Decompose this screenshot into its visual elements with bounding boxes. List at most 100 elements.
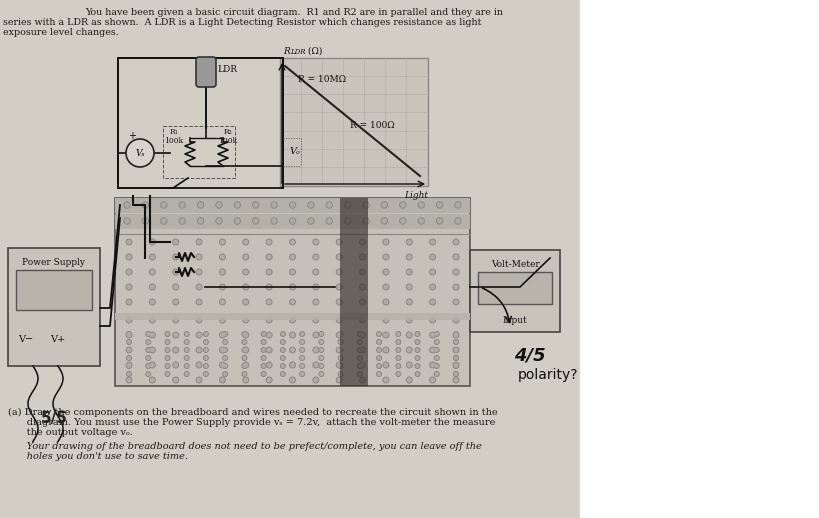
- Circle shape: [419, 219, 423, 223]
- Circle shape: [384, 348, 387, 352]
- Circle shape: [360, 332, 365, 338]
- Circle shape: [397, 365, 400, 367]
- Circle shape: [174, 240, 178, 244]
- Circle shape: [383, 317, 389, 323]
- Circle shape: [453, 284, 459, 290]
- Circle shape: [197, 378, 201, 382]
- Circle shape: [383, 254, 389, 260]
- Circle shape: [337, 317, 342, 323]
- Circle shape: [314, 318, 318, 322]
- Circle shape: [430, 239, 436, 245]
- Circle shape: [243, 362, 249, 368]
- Circle shape: [220, 270, 224, 274]
- Circle shape: [300, 332, 305, 336]
- Circle shape: [266, 377, 272, 383]
- Text: 5/5: 5/5: [41, 410, 67, 425]
- Circle shape: [455, 378, 458, 382]
- Text: R₁: R₁: [170, 128, 179, 136]
- Circle shape: [205, 365, 207, 367]
- Circle shape: [314, 363, 318, 367]
- Circle shape: [434, 356, 439, 361]
- Circle shape: [291, 318, 294, 322]
- Circle shape: [359, 333, 361, 335]
- Circle shape: [197, 240, 201, 244]
- Circle shape: [242, 348, 247, 352]
- Circle shape: [125, 219, 129, 223]
- Circle shape: [180, 203, 184, 207]
- Circle shape: [408, 240, 411, 244]
- Circle shape: [126, 362, 132, 368]
- Circle shape: [430, 269, 436, 275]
- Circle shape: [219, 377, 225, 383]
- Circle shape: [128, 372, 130, 376]
- Circle shape: [146, 364, 151, 368]
- Circle shape: [455, 218, 461, 224]
- Circle shape: [243, 333, 246, 335]
- Circle shape: [254, 203, 258, 207]
- Circle shape: [174, 285, 178, 289]
- Circle shape: [223, 364, 228, 368]
- Circle shape: [408, 300, 411, 304]
- Circle shape: [361, 333, 364, 337]
- Circle shape: [166, 357, 169, 359]
- Circle shape: [128, 357, 130, 359]
- Circle shape: [314, 285, 318, 289]
- Circle shape: [216, 202, 222, 208]
- Circle shape: [339, 372, 342, 376]
- Circle shape: [282, 341, 284, 343]
- Circle shape: [147, 349, 150, 351]
- Circle shape: [313, 284, 319, 290]
- Circle shape: [127, 340, 131, 344]
- Circle shape: [430, 284, 436, 290]
- Circle shape: [266, 332, 272, 338]
- Circle shape: [383, 377, 389, 383]
- Circle shape: [337, 239, 342, 245]
- Circle shape: [339, 349, 342, 351]
- Circle shape: [406, 284, 412, 290]
- Circle shape: [430, 362, 436, 368]
- Bar: [115, 198, 470, 386]
- Circle shape: [416, 372, 419, 376]
- Circle shape: [223, 372, 228, 376]
- Circle shape: [416, 333, 419, 335]
- Circle shape: [244, 300, 247, 304]
- Circle shape: [378, 349, 380, 351]
- Circle shape: [337, 333, 341, 337]
- Circle shape: [173, 347, 179, 353]
- Circle shape: [150, 317, 155, 323]
- Circle shape: [453, 317, 459, 323]
- Circle shape: [360, 347, 365, 353]
- Circle shape: [301, 333, 303, 335]
- Circle shape: [408, 378, 411, 382]
- Circle shape: [454, 364, 459, 368]
- Circle shape: [224, 333, 227, 335]
- Circle shape: [430, 299, 436, 305]
- Circle shape: [180, 219, 184, 223]
- Circle shape: [384, 378, 387, 382]
- Circle shape: [282, 333, 284, 335]
- Bar: [470, 250, 560, 332]
- Circle shape: [267, 318, 271, 322]
- Circle shape: [408, 285, 411, 289]
- Circle shape: [339, 341, 342, 343]
- Circle shape: [377, 372, 382, 376]
- Text: holes you don't use to save time.: holes you don't use to save time.: [8, 452, 188, 461]
- Circle shape: [400, 203, 405, 207]
- Circle shape: [289, 202, 296, 208]
- Circle shape: [455, 349, 457, 351]
- Circle shape: [126, 269, 132, 275]
- Circle shape: [361, 300, 364, 304]
- Circle shape: [384, 285, 387, 289]
- Circle shape: [174, 363, 178, 367]
- Circle shape: [253, 218, 259, 224]
- Circle shape: [314, 270, 318, 274]
- Circle shape: [243, 347, 249, 353]
- Circle shape: [301, 349, 303, 351]
- Circle shape: [161, 218, 167, 224]
- Circle shape: [150, 332, 155, 338]
- Circle shape: [244, 318, 247, 322]
- Circle shape: [244, 270, 247, 274]
- Circle shape: [455, 372, 457, 376]
- Circle shape: [124, 218, 130, 224]
- Circle shape: [415, 348, 420, 352]
